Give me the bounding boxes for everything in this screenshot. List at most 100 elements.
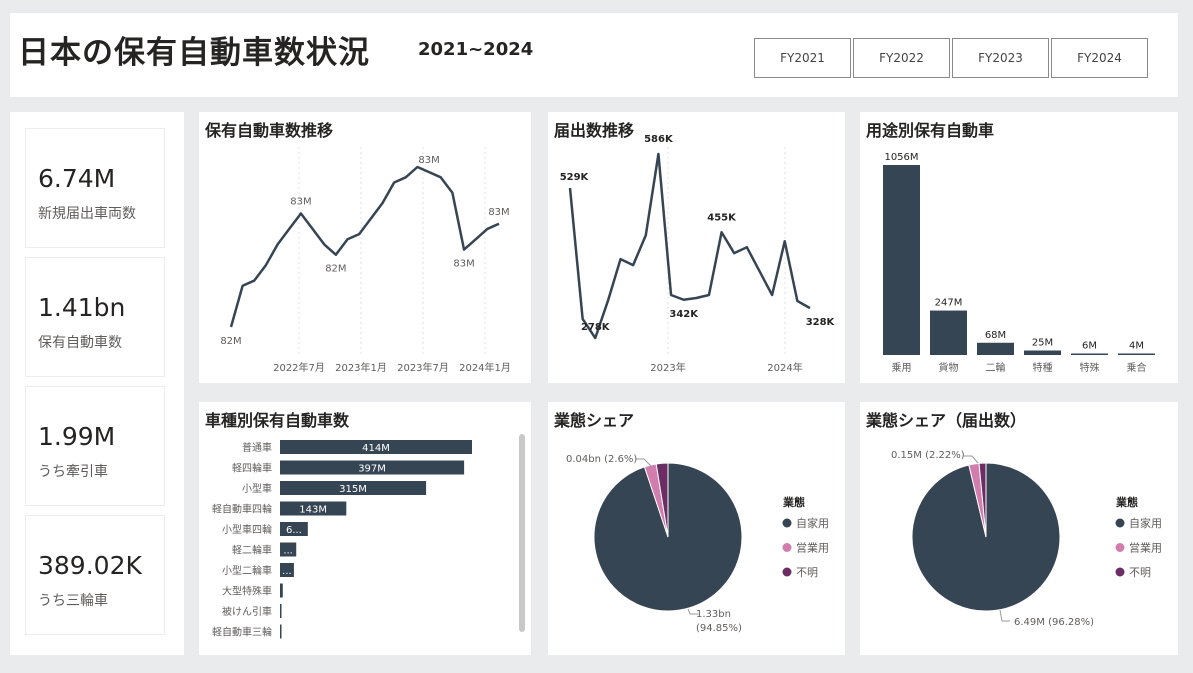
kpi-card-holdings[interactable]: 1.41bn 保有自動車数 [25, 257, 165, 377]
data-label: 342K [669, 309, 699, 320]
holdings-trend-chart[interactable]: 保有自動車数推移 2022年7月 2023年1月 2023年7月 2024年1月 82M… [199, 112, 531, 383]
vehicle-type-bar[interactable] [280, 624, 282, 639]
legend-marker [782, 543, 792, 552]
vehicle-type-bar[interactable] [280, 563, 294, 577]
registrations-series-line[interactable] [568, 152, 811, 340]
vehicle-type-bar[interactable] [280, 583, 283, 598]
vehicle-type-bar[interactable] [280, 542, 297, 557]
x-category-label: 特種 [1033, 361, 1053, 374]
x-category-label: 二輪 [986, 361, 1006, 374]
bar-value-label: 397M [358, 464, 386, 475]
fy2024-button[interactable]: FY2024 [1051, 38, 1148, 78]
kpi-value: 1.41bn [38, 293, 126, 322]
chart-title: 業態シェア [554, 411, 635, 430]
usage-bar[interactable] [977, 342, 1014, 355]
chart-title: 車種別保有自動車数 [205, 411, 350, 430]
vehicle-type-bar[interactable] [280, 481, 427, 495]
kpi-card-new-registrations[interactable]: 6.74M 新規届出車両数 [25, 128, 165, 248]
page-subtitle: 2021~2024 [418, 39, 534, 60]
kpi-column: 6.74M 新規届出車両数 1.41bn 保有自動車数 1.99M うち牽引車 … [10, 112, 184, 655]
data-label: 278K [581, 322, 611, 333]
y-category-label: 小型車 [242, 482, 272, 495]
header-panel: 日本の保有自動車数状況 2021~2024 FY2021 FY2022 FY20… [10, 13, 1178, 97]
legend-label[interactable]: 自家用 [1129, 516, 1162, 530]
business-share-registrations-pie-chart[interactable]: 業態シェア（届出数） 業態 自家用 営業用 不明 0.15M (2.22%) 6.49M … [860, 402, 1178, 655]
vertical-scrollbar[interactable] [519, 434, 525, 632]
kpi-label: うち牽引車 [38, 464, 108, 480]
bar-value-label: 6M [1082, 341, 1097, 352]
registrations-trend-chart[interactable]: 届出数推移 2023年 2024年 529K 278K 586K 342K 455K 328K [548, 112, 845, 383]
kpi-card-tractors[interactable]: 1.99M うち牽引車 [25, 386, 165, 506]
bar-value-label: 247M [935, 298, 963, 309]
legend-title: 業態 [1115, 495, 1138, 509]
usage-bar[interactable] [1118, 353, 1155, 356]
vehicle-type-bar[interactable] [280, 501, 347, 516]
usage-bar-chart[interactable]: 用途別保有自動車 1056M 乗用 247M 貨物 68M 二輪 25M 特種 6M 特殊 4M 乗合 [860, 112, 1178, 383]
vehicle-type-bar-chart-svg: 普通車 414M 軽四輪車 397M 小型車 315M 軽自動車四輪 143M 小型車四輪 6..… [212, 440, 472, 639]
fy2021-button[interactable]: FY2021 [754, 38, 851, 78]
chart-title: 届出数推移 [554, 121, 635, 140]
fy2022-button[interactable]: FY2022 [853, 38, 950, 78]
data-label: 455K [707, 212, 737, 223]
usage-bar[interactable] [1071, 353, 1108, 356]
y-category-label: 普通車 [242, 441, 272, 454]
legend-title: 業態 [782, 495, 805, 509]
vehicle-type-bar-chart[interactable]: 車種別保有自動車数 普通車 414M 軽四輪車 397M 小型車 315M 軽自動車四輪 14… [199, 402, 531, 655]
legend-label[interactable]: 不明 [1129, 566, 1151, 579]
legend-label[interactable]: 不明 [796, 566, 818, 579]
y-category-label: 軽自動車三輪 [212, 626, 272, 639]
x-category-label: 特殊 [1080, 361, 1100, 374]
legend-label[interactable]: 営業用 [796, 541, 829, 555]
data-label: 83M [290, 196, 311, 207]
vehicle-type-bar[interactable] [280, 604, 282, 618]
usage-bar[interactable] [930, 310, 967, 355]
y-category-label: 小型車四輪 [222, 523, 272, 536]
fy2023-button[interactable]: FY2023 [952, 38, 1049, 78]
holdings-series-line[interactable] [229, 165, 500, 328]
kpi-label: 新規届出車両数 [38, 206, 136, 222]
legend-label[interactable]: 営業用 [1129, 541, 1162, 555]
legend-marker [1115, 518, 1125, 528]
kpi-label: 保有自動車数 [38, 335, 122, 351]
usage-bar[interactable] [883, 165, 920, 355]
small-slice-label: 0.04bn (2.6%) [566, 454, 637, 465]
y-category-label: 大型特殊車 [222, 585, 272, 598]
vehicle-type-bar[interactable] [280, 460, 465, 475]
legend-marker [1115, 543, 1125, 552]
data-label: 82M [325, 264, 346, 275]
kpi-value: 6.74M [38, 164, 116, 193]
x-tick-label: 2024年 [767, 361, 802, 374]
bar-value-label: 1056M [884, 152, 918, 163]
leader-line [687, 608, 698, 615]
pie-slice[interactable] [655, 462, 669, 538]
holdings-line-chart-svg: 2022年7月 2023年1月 2023年7月 2024年1月 82M 83M 82M 83M… [220, 147, 511, 374]
usage-bar[interactable] [1024, 350, 1061, 355]
y-category-label: 軽二輪車 [232, 544, 272, 557]
kpi-value: 1.99M [38, 422, 116, 451]
leader-line [636, 458, 653, 468]
small-slice-label: 0.15M (2.22%) [891, 450, 965, 461]
page-title: 日本の保有自動車数状況 [18, 35, 370, 71]
legend-label[interactable]: 自家用 [796, 516, 829, 530]
vehicle-type-bar[interactable] [280, 440, 472, 454]
usage-bar-chart-svg: 1056M 乗用 247M 貨物 68M 二輪 25M 特種 6M 特殊 4M 乗合 [883, 152, 1155, 374]
pie-slice[interactable] [978, 462, 987, 538]
bar-value-label: 414M [362, 443, 390, 454]
data-label: 83M [488, 207, 509, 218]
data-label: 328K [806, 317, 836, 328]
vehicle-type-bar[interactable] [280, 522, 308, 536]
x-tick-label: 2022年7月 [273, 361, 325, 374]
main-slice-label: 6.49M (96.28%) [1014, 617, 1094, 628]
bar-value-label: 25M [1032, 338, 1053, 349]
main-slice-value: 1.33bn [696, 609, 731, 620]
x-tick-label: 2023年1月 [335, 361, 387, 374]
fy-slicer: FY2021 FY2022 FY2023 FY2024 [754, 38, 1150, 78]
kpi-card-three-wheelers[interactable]: 389.02K うち三輪車 [25, 515, 165, 635]
business-share-pie-chart[interactable]: 業態シェア 業態 自家用 営業用 不明 0.04bn (2.6%) 1.33bn (94.8… [548, 402, 845, 655]
bar-value-label: 315M [339, 484, 367, 495]
x-category-label: 乗用 [892, 362, 912, 374]
data-label: 83M [453, 259, 474, 270]
x-category-label: 乗合 [1127, 361, 1147, 374]
